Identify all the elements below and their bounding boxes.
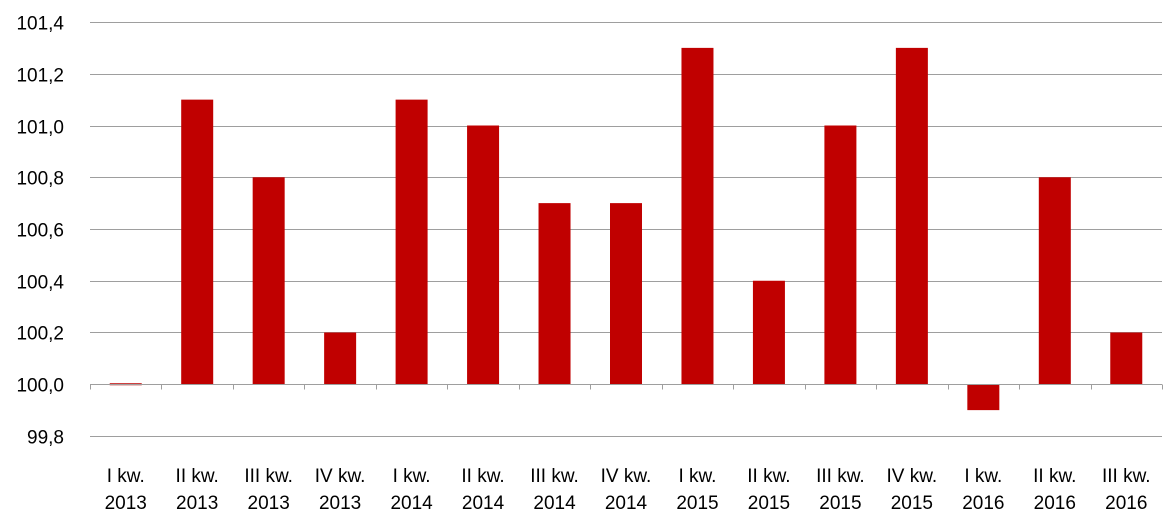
x-tick-label-year: 2015 xyxy=(748,493,790,514)
x-tick-label-quarter: IV kw. xyxy=(887,466,938,487)
x-tick-label: II kw. 2016 xyxy=(1033,466,1076,514)
bar xyxy=(824,125,857,385)
bar xyxy=(1038,177,1071,385)
y-tick-label: 101,0 xyxy=(16,118,64,139)
x-tick-label: I kw. 2015 xyxy=(676,466,718,514)
x-tick-label-quarter: III kw. xyxy=(244,466,293,487)
y-tick-label: 101,2 xyxy=(16,66,64,87)
x-tick-label: I kw. 2013 xyxy=(105,466,147,514)
bar xyxy=(395,99,428,385)
x-tick-label-year: 2015 xyxy=(676,493,718,514)
x-tick-label-year: 2013 xyxy=(176,493,218,514)
x-tick-label-year: 2014 xyxy=(533,493,576,514)
x-tick-label-year: 2015 xyxy=(891,493,933,514)
x-tick-label-quarter: IV kw. xyxy=(601,466,652,487)
x-tick-label-quarter: I kw. xyxy=(964,466,1002,487)
bars xyxy=(109,47,1143,411)
x-tick-label: III kw. 2016 xyxy=(1102,466,1151,514)
x-tick-label-year: 2016 xyxy=(1105,493,1147,514)
bar xyxy=(967,384,1000,411)
x-tick-label-quarter: II kw. xyxy=(747,466,790,487)
x-tick-label-quarter: III kw. xyxy=(816,466,865,487)
x-tick-label-quarter: II kw. xyxy=(176,466,219,487)
bar xyxy=(752,280,785,385)
bar xyxy=(1110,332,1143,385)
x-tick-label-quarter: I kw. xyxy=(678,466,716,487)
x-tick-label-quarter: III kw. xyxy=(530,466,579,487)
bar xyxy=(681,47,714,385)
bar xyxy=(252,177,285,385)
x-tick-label-year: 2013 xyxy=(319,493,361,514)
bar xyxy=(538,203,571,385)
x-tick-label: IV kw. 2013 xyxy=(315,466,366,514)
x-tick-label-year: 2014 xyxy=(390,493,433,514)
x-tick-label-quarter: I kw. xyxy=(393,466,431,487)
x-tick-label-year: 2014 xyxy=(605,493,648,514)
x-tick-label-year: 2014 xyxy=(462,493,505,514)
bar xyxy=(610,203,642,385)
x-tick-label-quarter: I kw. xyxy=(107,466,145,487)
x-tick-label: I kw. 2016 xyxy=(962,466,1004,514)
x-tick-label: III kw. 2013 xyxy=(244,466,293,514)
bar xyxy=(324,332,357,385)
x-axis xyxy=(90,384,1163,390)
x-tick-label: II kw. 2014 xyxy=(461,466,504,514)
x-tick-label: II kw. 2015 xyxy=(747,466,790,514)
y-tick-label: 100,2 xyxy=(16,324,64,345)
y-tick-label: 100,4 xyxy=(16,273,64,294)
x-tick-label-quarter: IV kw. xyxy=(315,466,366,487)
x-tick-label: II kw. 2013 xyxy=(176,466,219,514)
x-tick-label: III kw. 2014 xyxy=(530,466,579,514)
bar xyxy=(895,47,928,385)
bar xyxy=(181,99,214,385)
x-tick-label-year: 2013 xyxy=(105,493,147,514)
x-tick-label-year: 2016 xyxy=(1034,493,1076,514)
y-tick-label: 100,6 xyxy=(16,221,64,242)
y-tick-label: 99,8 xyxy=(27,428,64,449)
y-tick-label: 101,4 xyxy=(16,14,64,35)
x-tick-label-year: 2015 xyxy=(819,493,861,514)
x-tick-label-quarter: II kw. xyxy=(1033,466,1076,487)
x-axis-tick-labels: I kw. 2013 II kw. 2013 III kw. 2013 IV kw. 2013… xyxy=(105,466,1151,514)
x-tick-label-year: 2013 xyxy=(248,493,290,514)
x-tick-label-year: 2016 xyxy=(962,493,1004,514)
x-tick-label-quarter: II kw. xyxy=(461,466,504,487)
y-tick-label: 100,8 xyxy=(16,169,64,190)
x-tick-label: I kw. 2014 xyxy=(390,466,433,514)
x-tick-label: III kw. 2015 xyxy=(816,466,865,514)
x-tick-label: IV kw. 2014 xyxy=(601,466,652,514)
x-tick-label: IV kw. 2015 xyxy=(887,466,938,514)
y-axis-tick-labels: 99,8 100,0 100,2 100,4 100,6 100,8 101,0 101,2 1… xyxy=(16,14,64,449)
bar xyxy=(467,125,500,385)
y-tick-label: 100,0 xyxy=(16,376,64,397)
x-tick-label-quarter: III kw. xyxy=(1102,466,1151,487)
